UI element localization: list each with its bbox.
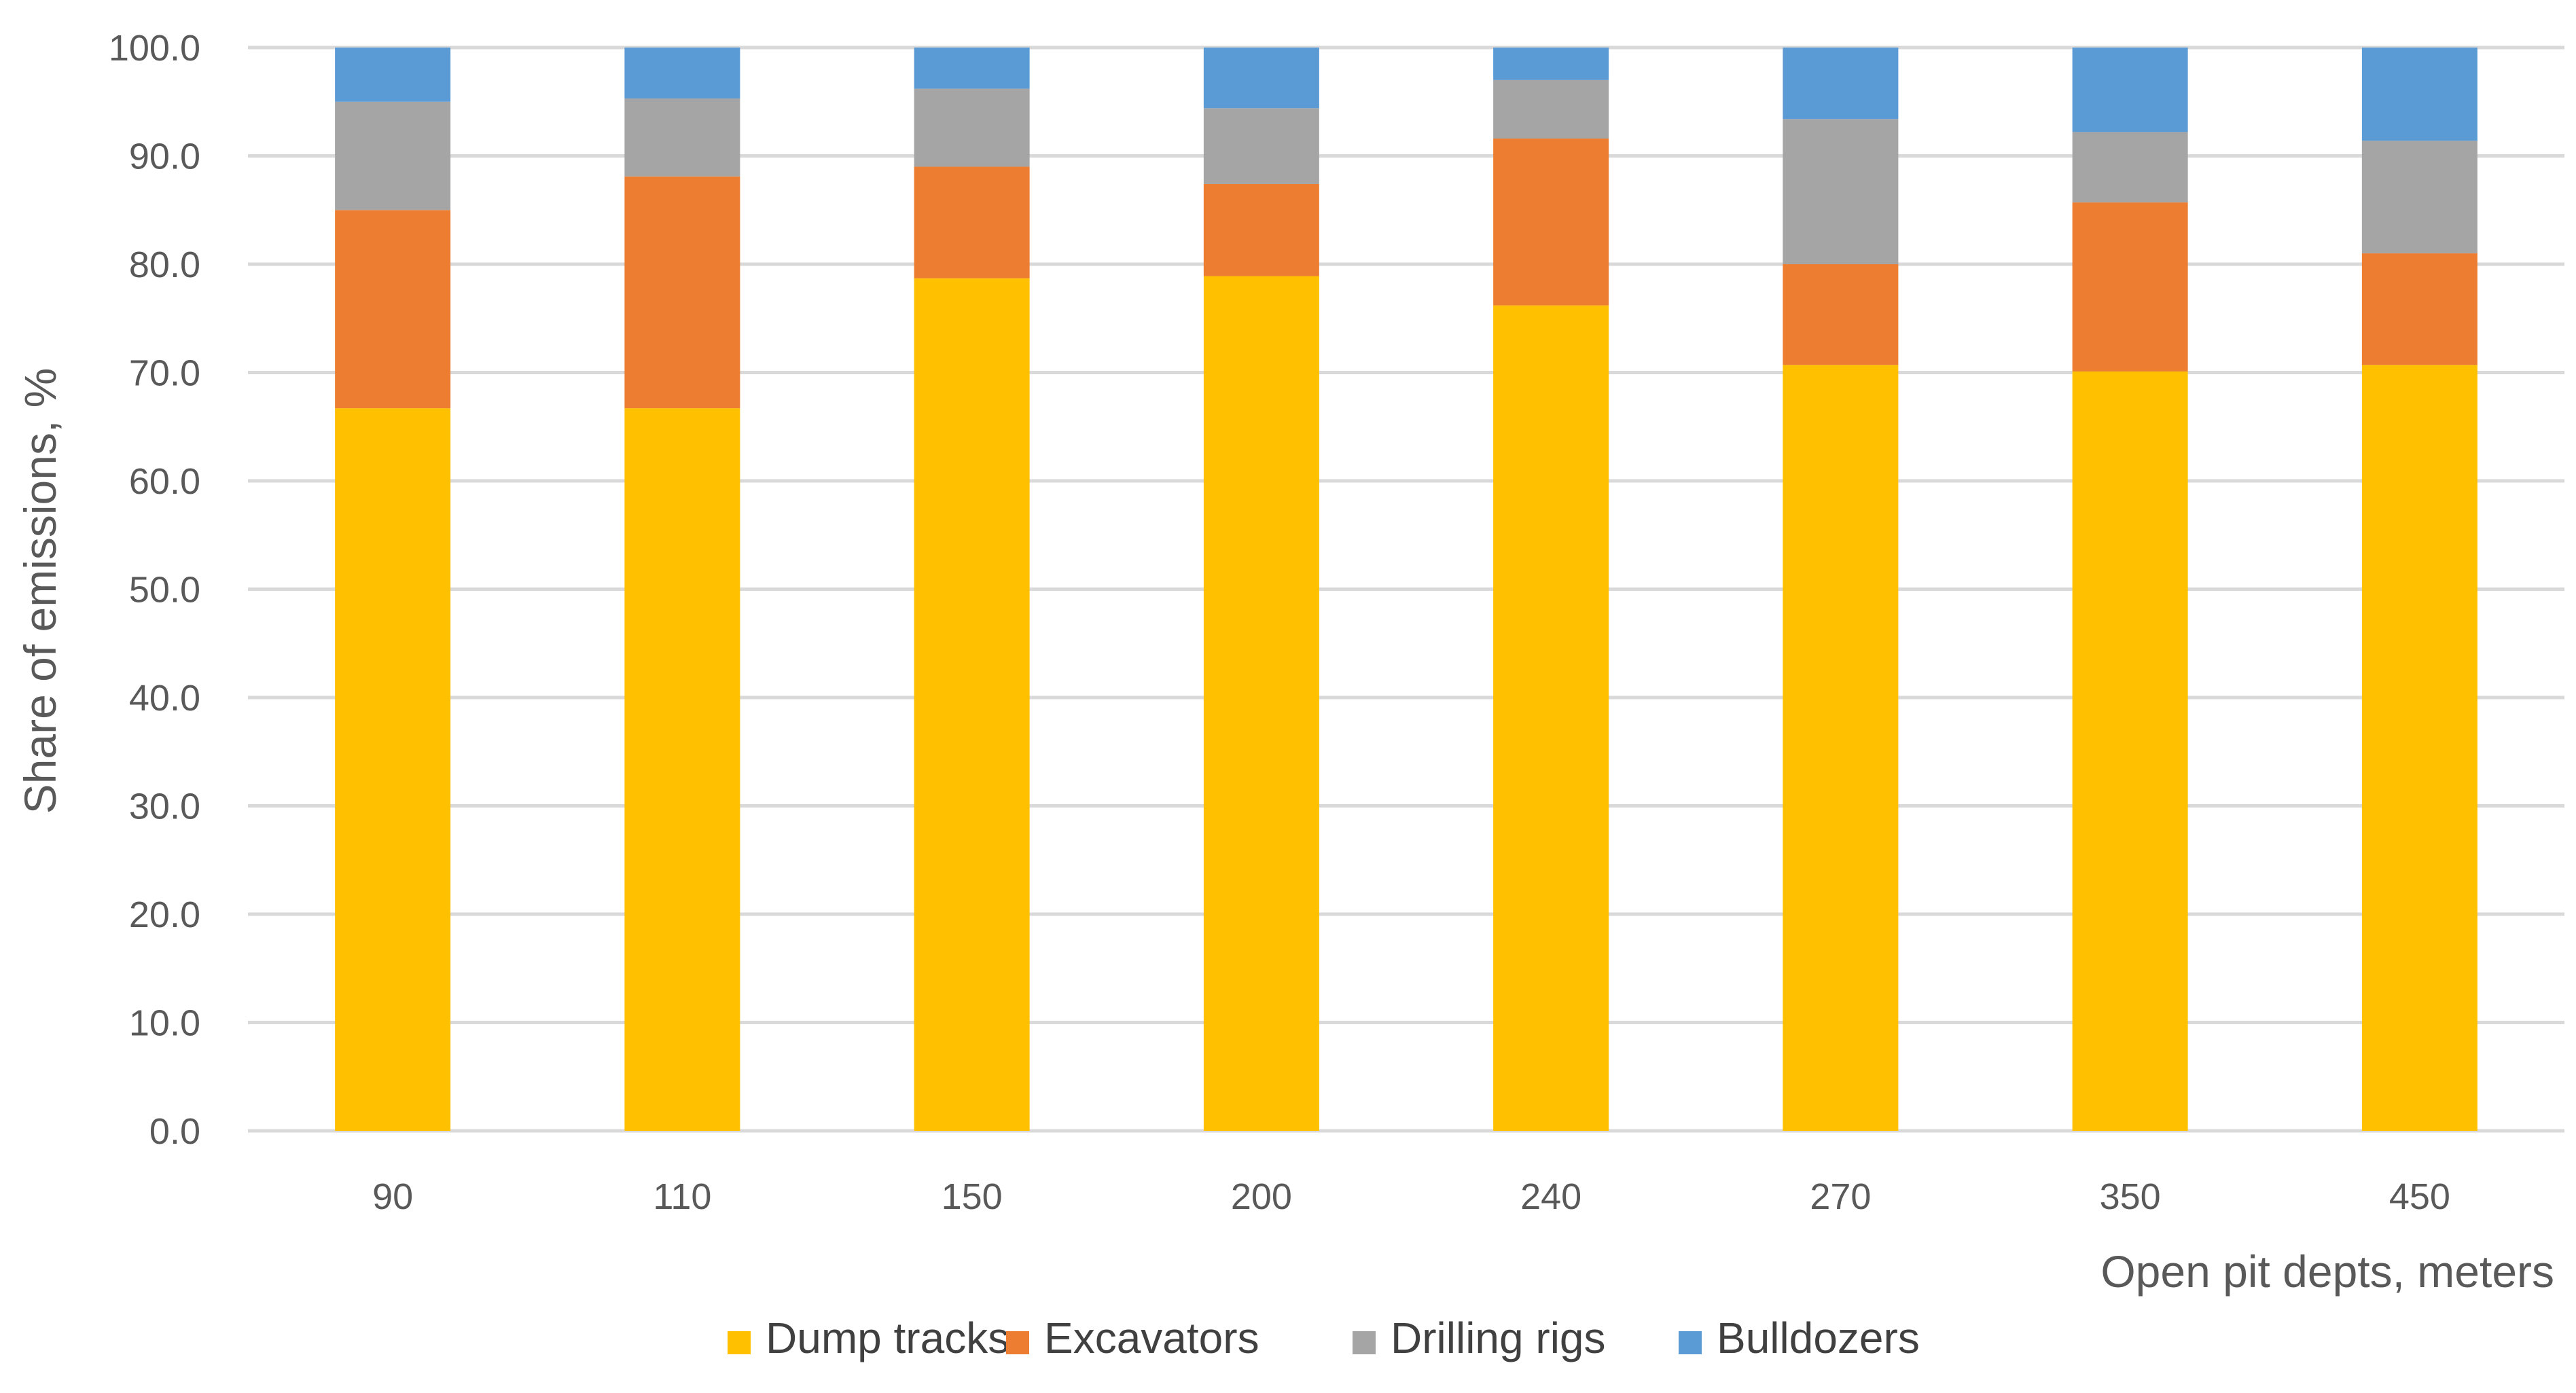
legend-label: Drilling rigs xyxy=(1391,1314,1606,1362)
bar-segment-dump-tracks xyxy=(1203,276,1319,1131)
x-tick-label: 450 xyxy=(2389,1176,2450,1217)
bar-segment-drilling-rigs xyxy=(914,88,1030,167)
x-tick-label: 200 xyxy=(1231,1176,1292,1217)
bar-segment-drilling-rigs xyxy=(335,101,451,211)
bar-segment-excavators xyxy=(335,210,451,409)
x-tick-label: 110 xyxy=(653,1176,711,1217)
legend-swatch xyxy=(1353,1331,1376,1354)
y-tick-label: 50.0 xyxy=(129,570,200,611)
bar-segment-bulldozers xyxy=(2361,48,2477,141)
legend-swatch xyxy=(1006,1331,1029,1354)
bars xyxy=(335,48,2477,1132)
bar-segment-dump-tracks xyxy=(624,408,740,1131)
y-tick-label: 90.0 xyxy=(129,137,200,177)
y-tick-label: 60.0 xyxy=(129,461,200,502)
bar-segment-drilling-rigs xyxy=(1203,108,1319,184)
bar-segment-dump-tracks xyxy=(1493,305,1609,1131)
y-tick-label: 10.0 xyxy=(129,1003,200,1044)
legend-swatch xyxy=(1679,1331,1702,1354)
legend-swatch xyxy=(728,1331,751,1354)
x-tick-label: 350 xyxy=(2100,1176,2161,1217)
y-tick-label: 20.0 xyxy=(129,894,200,935)
x-axis-title: Open pit depts, meters xyxy=(2100,1246,2554,1297)
bar-segment-dump-tracks xyxy=(335,408,451,1131)
bar-segment-dump-tracks xyxy=(1783,365,1899,1132)
bar-segment-drilling-rigs xyxy=(624,98,740,177)
bar-segment-excavators xyxy=(2361,253,2477,365)
bar-segment-drilling-rigs xyxy=(2361,141,2477,254)
bar-segment-bulldozers xyxy=(624,48,740,98)
x-tick-labels: 90 110 150 200 240 270 350 450 xyxy=(372,1176,2450,1217)
y-tick-label: 70.0 xyxy=(129,353,200,394)
bar-segment-excavators xyxy=(914,166,1030,278)
y-tick-label: 100.0 xyxy=(109,28,200,69)
bar-segment-dump-tracks xyxy=(914,278,1030,1131)
bar-segment-bulldozers xyxy=(2072,48,2188,132)
bar-segment-bulldozers xyxy=(1203,48,1319,109)
bar-segment-dump-tracks xyxy=(2361,365,2477,1132)
y-tick-label: 80.0 xyxy=(129,245,200,285)
legend-label: Excavators xyxy=(1044,1314,1259,1362)
x-tick-label: 240 xyxy=(1520,1176,1581,1217)
bar-segment-drilling-rigs xyxy=(1493,79,1609,139)
bar-segment-excavators xyxy=(1493,138,1609,306)
bar-segment-excavators xyxy=(1783,264,1899,365)
legend-label: Bulldozers xyxy=(1717,1314,1920,1362)
gridlines xyxy=(248,46,2564,1133)
y-tick-label: 30.0 xyxy=(129,786,200,827)
y-tick-label: 0.0 xyxy=(149,1111,200,1152)
legend-label: Dump tracks xyxy=(766,1314,1009,1362)
x-tick-label: 90 xyxy=(372,1176,413,1217)
bar-segment-excavators xyxy=(624,176,740,409)
bar-segment-excavators xyxy=(2072,202,2188,372)
y-tick-labels: 0.0 10.0 20.0 30.0 40.0 50.0 60.0 70.0 80.0 90.0 1… xyxy=(109,28,200,1152)
x-tick-label: 150 xyxy=(942,1176,1003,1217)
y-axis-title: Share of emissions, % xyxy=(15,368,65,814)
bar-segment-drilling-rigs xyxy=(1783,119,1899,264)
bar-segment-drilling-rigs xyxy=(2072,132,2188,203)
y-tick-label: 40.0 xyxy=(129,678,200,719)
bar-segment-bulldozers xyxy=(1493,48,1609,80)
legend: Dump tracks Excavators Drilling rigs Bulldo… xyxy=(728,1314,1920,1362)
bar-segment-dump-tracks xyxy=(2072,371,2188,1131)
bar-segment-bulldozers xyxy=(1783,48,1899,120)
bar-segment-bulldozers xyxy=(914,48,1030,89)
bar-segment-excavators xyxy=(1203,183,1319,276)
bar-segment-bulldozers xyxy=(335,48,451,102)
x-tick-label: 270 xyxy=(1810,1176,1871,1217)
